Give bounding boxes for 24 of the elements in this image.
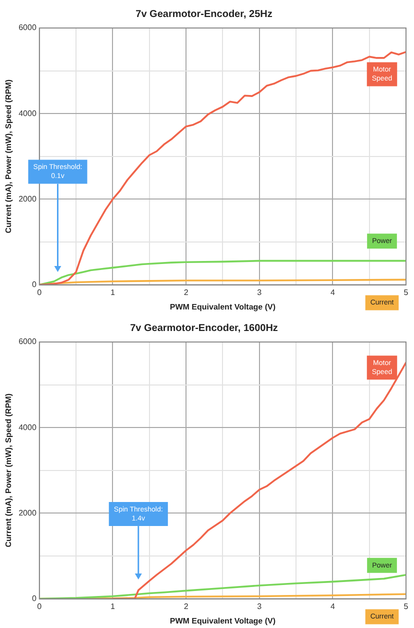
x-tick-label: 2	[184, 288, 189, 297]
x-tick-label: 5	[404, 288, 409, 297]
y-tick-label: 0	[32, 594, 37, 604]
x-tick-label: 3	[257, 602, 262, 611]
y-tick-label: 6000	[18, 23, 37, 32]
x-tick-label: 2	[184, 602, 189, 611]
y-axis-title: Current (mA), Power (mW), Speed (RPM)	[4, 79, 14, 234]
chart-title: 7v Gearmotor-Encoder, 1600Hz	[130, 322, 278, 334]
y-tick-label: 2000	[18, 194, 37, 204]
y-axis-title: Current (mA), Power (mW), Speed (RPM)	[4, 393, 14, 548]
y-tick-label: 2000	[18, 508, 37, 518]
y-tick-label: 6000	[18, 337, 37, 346]
x-tick-label: 1	[110, 288, 116, 297]
x-tick-label: 3	[257, 288, 262, 297]
x-tick-label: 4	[330, 288, 336, 297]
x-axis-title: PWM Equivalent Voltage (V)	[170, 302, 276, 312]
y-tick-label: 4000	[18, 108, 37, 118]
x-axis-title: PWM Equivalent Voltage (V)	[170, 616, 276, 626]
x-tick-label: 5	[404, 602, 409, 611]
y-tick-label: 4000	[18, 422, 37, 432]
x-tick-label: 1	[110, 602, 116, 611]
chart-title: 7v Gearmotor-Encoder, 25Hz	[136, 8, 272, 20]
y-tick-label: 0	[32, 280, 37, 290]
x-tick-label: 4	[330, 602, 336, 611]
